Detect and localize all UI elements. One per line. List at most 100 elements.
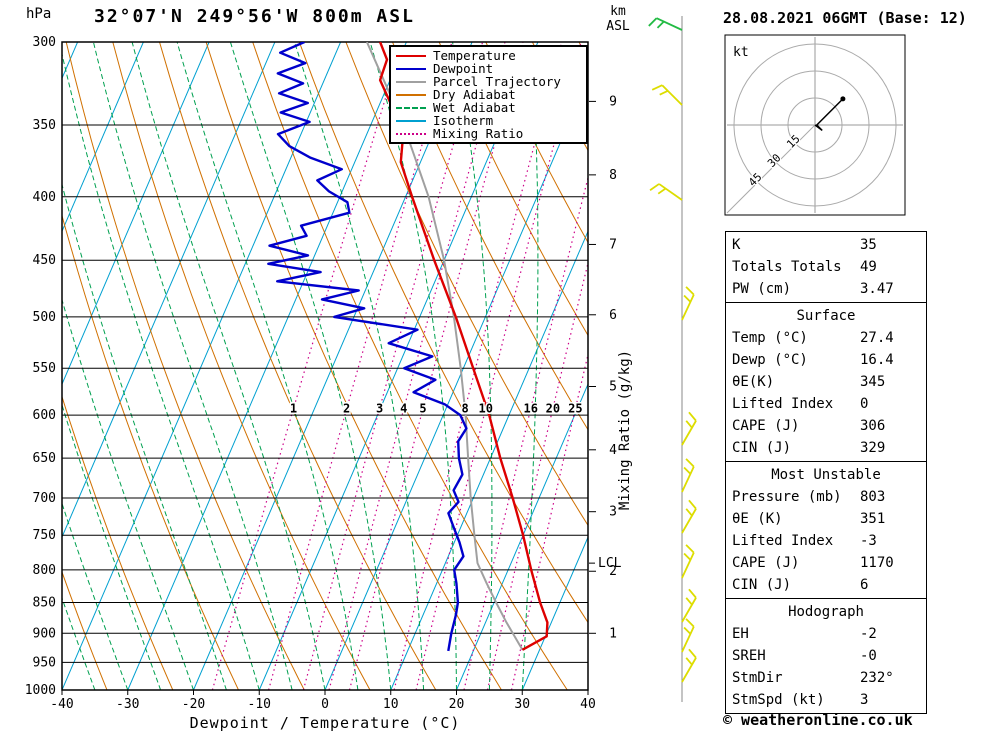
svg-text:1000: 1000 xyxy=(25,683,56,698)
svg-text:5: 5 xyxy=(609,380,617,395)
svg-text:10: 10 xyxy=(383,697,399,712)
stat-label: CAPE (J) xyxy=(732,418,800,434)
stat-row: Lifted Index 0 xyxy=(726,393,926,415)
wind-barb xyxy=(648,17,683,31)
stat-value: 306 xyxy=(860,418,886,434)
svg-text:20: 20 xyxy=(449,697,465,712)
svg-text:2: 2 xyxy=(609,564,617,579)
svg-text:900: 900 xyxy=(33,626,56,641)
lcl-label: LCL xyxy=(598,556,622,571)
legend-label: Isotherm xyxy=(433,113,494,128)
legend-line-swatch xyxy=(396,119,426,122)
stat-value: 16.4 xyxy=(860,352,894,368)
wind-barb xyxy=(681,618,695,653)
svg-text:9: 9 xyxy=(609,94,617,109)
stat-row: K 35 xyxy=(726,234,926,256)
svg-text:-30: -30 xyxy=(116,697,139,712)
stats-table-header: Most Unstable xyxy=(771,467,881,483)
legend-item: Dry Adiabat xyxy=(391,88,586,101)
height-axis-labels: 1 2 3 4 5 6 7 8 9 LCL xyxy=(589,94,622,641)
svg-text:-20: -20 xyxy=(182,697,205,712)
stat-value: 6 xyxy=(860,577,869,593)
legend-item: Wet Adiabat xyxy=(391,101,586,114)
svg-text:4: 4 xyxy=(609,443,617,458)
legend-line-swatch xyxy=(396,132,426,135)
stat-label: CIN (J) xyxy=(732,577,792,593)
legend-item: Parcel Trajectory xyxy=(391,75,586,88)
stat-value: -0 xyxy=(860,648,877,664)
stat-value: 329 xyxy=(860,440,886,456)
parcel-trajectory-curve xyxy=(365,42,524,651)
stat-label: SREH xyxy=(732,648,766,664)
svg-text:-10: -10 xyxy=(248,697,271,712)
svg-text:7: 7 xyxy=(609,237,617,252)
legend-line-swatch xyxy=(396,54,426,57)
pressure-axis-unit: hPa xyxy=(26,6,52,22)
datetime-title: 28.08.2021 06GMT (Base: 12) xyxy=(723,9,967,27)
wind-barb xyxy=(649,183,683,201)
stat-row: CIN (J) 329 xyxy=(726,437,926,459)
svg-text:40: 40 xyxy=(580,697,596,712)
stat-row: θE(K) 345 xyxy=(726,371,926,393)
svg-text:10: 10 xyxy=(479,402,493,416)
height-unit-asl: ASL xyxy=(606,19,630,34)
x-axis-title: Dewpoint / Temperature (°C) xyxy=(189,714,461,732)
temperature-axis-labels: -40 -30 -20 -10 0 10 20 30 40 xyxy=(50,690,596,712)
stat-label: Pressure (mb) xyxy=(732,489,842,505)
svg-text:3: 3 xyxy=(376,402,383,416)
stat-value: 351 xyxy=(860,511,886,527)
station-title: 32°07'N 249°56'W 800m ASL xyxy=(94,6,415,27)
height-axis-unit: km ASL xyxy=(596,4,640,34)
stat-row: PW (cm) 3.47 xyxy=(726,278,926,300)
legend-line-swatch xyxy=(396,67,426,70)
stat-row: StmSpd (kt) 3 xyxy=(726,689,926,711)
stat-label: Dewp (°C) xyxy=(732,352,808,368)
svg-text:350: 350 xyxy=(33,118,56,133)
stat-value: 3.47 xyxy=(860,281,894,297)
stat-label: Lifted Index xyxy=(732,533,834,549)
legend-item: Mixing Ratio xyxy=(391,127,586,140)
stat-value: 27.4 xyxy=(860,330,894,346)
copyright: © weatheronline.co.uk xyxy=(723,711,913,729)
dewpoint-curve xyxy=(267,42,468,652)
legend-item: Isotherm xyxy=(391,114,586,127)
stat-value: 49 xyxy=(860,259,877,275)
svg-text:750: 750 xyxy=(33,528,56,543)
stats-table: Hodograph EH -2 SREH -0 StmDir 232° StmSpd (kt)… xyxy=(725,598,927,714)
stat-row: CIN (J) 6 xyxy=(726,574,926,596)
hodograph-ring xyxy=(787,97,843,153)
wind-barb xyxy=(681,411,697,446)
wind-barb xyxy=(681,286,695,321)
svg-text:600: 600 xyxy=(33,408,56,423)
stat-value: 345 xyxy=(860,374,886,390)
stats-table: K 35 Totals Totals 49 PW (cm) 3.47 xyxy=(725,231,927,303)
stat-value: 803 xyxy=(860,489,886,505)
svg-text:30: 30 xyxy=(514,697,530,712)
wind-barb xyxy=(681,544,695,579)
stat-row: Lifted Index -3 xyxy=(726,530,926,552)
svg-text:1: 1 xyxy=(609,626,617,641)
stat-row: EH -2 xyxy=(726,623,926,645)
wind-barb xyxy=(681,648,697,683)
wind-barb xyxy=(651,84,683,106)
svg-text:800: 800 xyxy=(33,563,56,578)
stat-label: CAPE (J) xyxy=(732,555,800,571)
stat-label: PW (cm) xyxy=(732,281,792,297)
legend-label: Parcel Trajectory xyxy=(433,74,561,89)
svg-text:450: 450 xyxy=(33,253,56,268)
svg-text:1: 1 xyxy=(290,402,297,416)
stat-label: θE(K) xyxy=(732,374,775,390)
svg-text:6: 6 xyxy=(609,308,617,323)
hodograph-dot xyxy=(840,96,846,102)
legend-label: Dewpoint xyxy=(433,61,494,76)
stats-table: Most Unstable Pressure (mb) 803 θE (K) 351 Li… xyxy=(725,461,927,599)
stats-panel: K 35 Totals Totals 49 PW (cm) 3.47 Surface Temp… xyxy=(725,231,927,714)
stat-label: θE (K) xyxy=(732,511,783,527)
stat-label: StmSpd (kt) xyxy=(732,692,825,708)
svg-text:550: 550 xyxy=(33,361,56,376)
wind-barb xyxy=(681,499,697,534)
stat-row: SREH -0 xyxy=(726,645,926,667)
stat-label: CIN (J) xyxy=(732,440,792,456)
legend-label: Temperature xyxy=(433,48,516,63)
